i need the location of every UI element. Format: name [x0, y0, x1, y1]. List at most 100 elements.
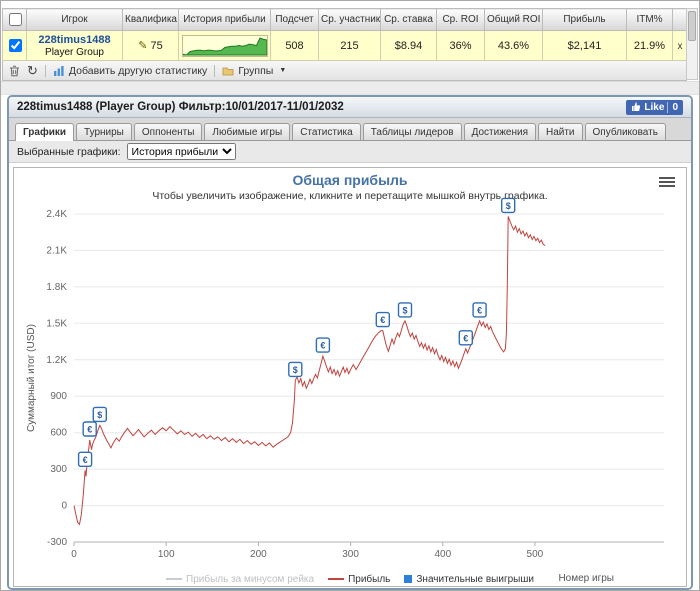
tab[interactable]: Найти — [538, 123, 583, 140]
svg-text:2.1K: 2.1K — [46, 245, 67, 256]
tabs-bar: ГрафикиТурнирыОппонентыЛюбимые игрыСтати… — [9, 118, 691, 141]
add-statistic-button[interactable]: Добавить другую статистику — [53, 65, 207, 77]
column-header[interactable]: Ср. ROI — [437, 9, 485, 31]
chart-legend: Прибыль за минусом рейка Прибыль Значитель… — [166, 574, 534, 585]
svg-text:$: $ — [402, 305, 407, 315]
svg-text:100: 100 — [158, 549, 175, 560]
svg-text:0: 0 — [71, 549, 77, 560]
player-table-row: 228timus1488 Player Group ✎75 508 215 $8… — [3, 31, 688, 61]
svg-text:1.2K: 1.2K — [46, 355, 67, 366]
legend-label: Значительные выигрыши — [416, 574, 534, 585]
svg-text:€: € — [83, 455, 88, 465]
like-count: 0 — [667, 102, 678, 113]
svg-text:€: € — [463, 333, 468, 343]
groups-dropdown[interactable]: Группы ▼ — [222, 65, 286, 77]
profit-sparkline — [183, 36, 267, 56]
legend-swatch — [328, 578, 344, 580]
app-screen: ИгрокКвалификаИстория прибылиПодсчетСр. … — [0, 0, 700, 591]
groups-label: Группы — [238, 65, 273, 77]
panel-title: 228timus1488 (Player Group) Фильтр:10/01… — [17, 101, 344, 113]
edit-pencil-icon[interactable]: ✎ — [138, 40, 147, 52]
chart-title: Общая прибыль — [14, 172, 686, 190]
player-name-link[interactable]: 228timus1488 — [38, 34, 110, 46]
svg-text:Суммарный итог (USD): Суммарный итог (USD) — [26, 324, 37, 432]
svg-text:300: 300 — [50, 464, 67, 475]
svg-text:1.5K: 1.5K — [46, 318, 67, 329]
tab[interactable]: Статистика — [292, 123, 361, 140]
svg-text:€: € — [380, 315, 385, 325]
legend-swatch — [166, 578, 182, 580]
chart-subtitle: Чтобы увеличить изображение, кликните и … — [14, 190, 686, 204]
svg-text:-300: -300 — [47, 537, 67, 548]
svg-text:200: 200 — [250, 549, 267, 560]
column-header[interactable]: Прибыль — [543, 9, 627, 31]
tab[interactable]: Достижения — [464, 123, 536, 140]
add-statistic-label: Добавить другую статистику — [69, 65, 207, 77]
row-select-checkbox[interactable] — [9, 39, 22, 52]
svg-text:500: 500 — [527, 549, 544, 560]
chart-panel-content: Общая прибыль Чтобы увеличить изображени… — [9, 163, 691, 590]
svg-text:900: 900 — [50, 391, 67, 402]
tab[interactable]: Графики — [15, 123, 74, 141]
player-detail-panel: 228timus1488 (Player Group) Фильтр:10/01… — [7, 95, 693, 590]
profit-sparkline-frame — [182, 35, 268, 57]
profit-history-cell — [179, 31, 271, 61]
svg-text:$: $ — [506, 201, 511, 211]
chart-menu-icon[interactable] — [659, 177, 675, 189]
toolbar-separator — [45, 65, 46, 77]
refresh-icon[interactable]: ↻ — [27, 64, 38, 77]
table-scrollbar[interactable] — [686, 8, 698, 80]
table-toolbar: ↻ Добавить другую статистику Группы ▼ — [2, 61, 687, 81]
chevron-down-icon: ▼ — [279, 67, 286, 74]
select-all-checkbox[interactable] — [9, 13, 22, 26]
stats-table: ИгрокКвалификаИстория прибылиПодсчетСр. … — [2, 8, 688, 61]
count-cell: 508 — [271, 31, 319, 61]
tab[interactable]: Оппоненты — [134, 123, 203, 140]
itm-cell: 21.9% — [627, 31, 673, 61]
select-all-header — [3, 9, 27, 31]
facebook-like-button[interactable]: Like 0 — [626, 100, 683, 115]
svg-text:300: 300 — [342, 549, 359, 560]
legend-item[interactable]: Прибыль за минусом рейка — [166, 574, 314, 585]
bar-chart-icon — [53, 65, 65, 77]
profit-chart[interactable]: -30003006009001.2K1.5K1.8K2.1K2.4K010020… — [24, 204, 676, 570]
player-group-label: Player Group — [29, 47, 120, 58]
svg-text:0: 0 — [61, 501, 67, 512]
remove-row-button[interactable]: x — [678, 41, 683, 52]
chart-legend-row: Прибыль за минусом рейка Прибыль Значитель… — [14, 570, 686, 588]
legend-label: Прибыль за минусом рейка — [186, 574, 314, 585]
svg-text:$: $ — [97, 410, 102, 420]
legend-item[interactable]: Значительные выигрыши — [404, 574, 534, 585]
chart-container: Общая прибыль Чтобы увеличить изображени… — [13, 167, 687, 587]
scrollbar-thumb[interactable] — [688, 11, 696, 41]
graph-select[interactable]: История прибыли — [127, 143, 236, 160]
selected-graphs-row: Выбранные графики: История прибыли — [9, 141, 691, 163]
column-header[interactable]: Игрок — [27, 9, 123, 31]
column-header[interactable]: Подсчет — [271, 9, 319, 31]
toolbar-separator — [214, 65, 215, 77]
svg-text:1.8K: 1.8K — [46, 282, 67, 293]
row-select-cell — [3, 31, 27, 61]
selected-graphs-label: Выбранные графики: — [17, 146, 121, 158]
legend-swatch — [404, 575, 412, 583]
column-header[interactable]: Общий ROI — [485, 9, 543, 31]
like-label: Like — [644, 102, 664, 113]
qualification-value: 75 — [150, 40, 162, 52]
column-header[interactable]: ITM% — [627, 9, 673, 31]
column-header[interactable]: Ср. ставка — [381, 9, 437, 31]
svg-text:€: € — [320, 341, 325, 351]
tab[interactable]: Турниры — [76, 123, 132, 140]
svg-text:2.4K: 2.4K — [46, 209, 67, 220]
column-header[interactable]: Квалифика — [123, 9, 179, 31]
avg-roi-cell: 36% — [437, 31, 485, 61]
legend-item[interactable]: Прибыль — [328, 574, 390, 585]
column-header[interactable]: Ср. участник — [319, 9, 381, 31]
svg-text:€: € — [477, 305, 482, 315]
tab[interactable]: Опубликовать — [585, 123, 666, 140]
stats-header-row: ИгрокКвалификаИстория прибылиПодсчетСр. … — [3, 9, 688, 31]
column-header[interactable]: История прибыли — [179, 9, 271, 31]
tab[interactable]: Таблицы лидеров — [363, 123, 462, 140]
svg-text:$: $ — [293, 365, 298, 375]
delete-icon[interactable] — [9, 65, 20, 77]
tab[interactable]: Любимые игры — [204, 123, 290, 140]
